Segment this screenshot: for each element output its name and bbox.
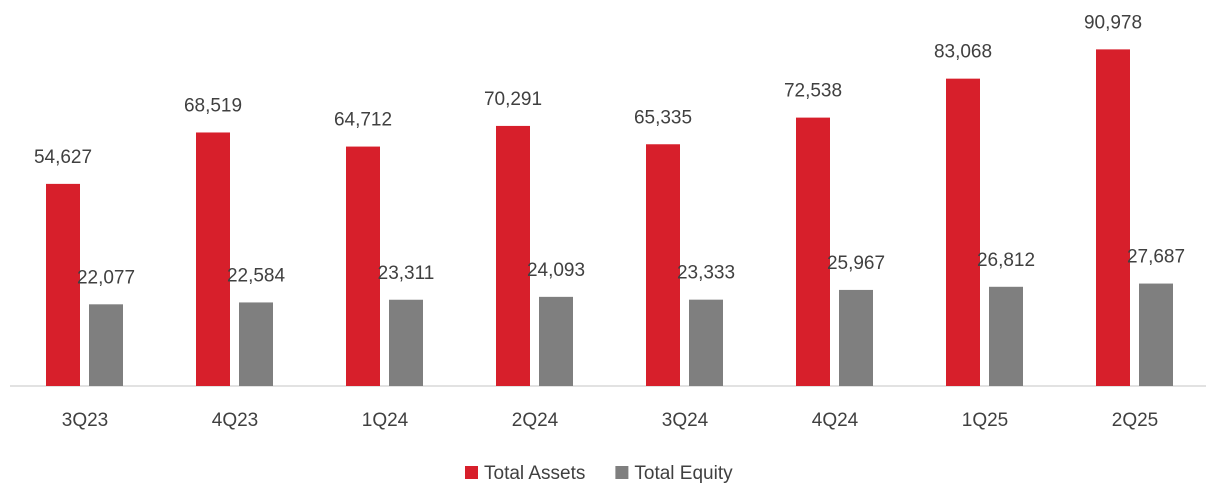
data-label: 23,333 bbox=[677, 263, 735, 284]
x-tick-label: 1Q25 bbox=[962, 410, 1008, 431]
data-label: 22,077 bbox=[77, 267, 135, 288]
data-label: 26,812 bbox=[977, 250, 1035, 271]
data-label: 25,967 bbox=[827, 253, 885, 274]
bar bbox=[1139, 283, 1173, 386]
bar bbox=[946, 78, 980, 386]
data-label: 68,519 bbox=[184, 95, 242, 116]
data-label: 90,978 bbox=[1084, 12, 1142, 33]
data-label: 65,335 bbox=[634, 107, 692, 128]
data-label: 27,687 bbox=[1127, 247, 1185, 268]
data-label: 72,538 bbox=[784, 81, 842, 102]
x-tick-label: 3Q24 bbox=[662, 410, 709, 431]
data-label: 24,093 bbox=[527, 260, 585, 281]
bar bbox=[89, 304, 123, 386]
bar bbox=[46, 183, 80, 386]
bar bbox=[496, 125, 530, 386]
x-tick-label: 4Q23 bbox=[212, 410, 258, 431]
bar bbox=[389, 299, 423, 386]
bar bbox=[1096, 49, 1130, 386]
data-label: 70,291 bbox=[484, 89, 542, 110]
legend-swatch bbox=[465, 466, 478, 479]
bar bbox=[346, 146, 380, 386]
x-tick-label: 2Q24 bbox=[512, 410, 559, 431]
data-label: 23,311 bbox=[378, 263, 435, 284]
x-tick-label: 4Q24 bbox=[812, 410, 859, 431]
x-tick-label: 2Q25 bbox=[1112, 410, 1158, 431]
x-tick-label: 3Q23 bbox=[62, 410, 108, 431]
data-label: 22,584 bbox=[227, 265, 286, 286]
bar bbox=[989, 286, 1023, 386]
bar bbox=[646, 144, 680, 386]
data-label: 54,627 bbox=[34, 147, 92, 168]
bar bbox=[539, 296, 573, 386]
legend-swatch bbox=[615, 466, 629, 479]
data-label: 83,068 bbox=[934, 42, 992, 63]
bar bbox=[796, 117, 830, 386]
x-tick-label: 1Q24 bbox=[362, 410, 409, 431]
bar bbox=[839, 289, 873, 386]
bar bbox=[689, 299, 723, 386]
legend-label: Total Assets bbox=[484, 463, 585, 484]
bar bbox=[239, 302, 273, 386]
bar bbox=[196, 132, 230, 386]
data-label: 64,712 bbox=[334, 110, 392, 131]
legend-label: Total Equity bbox=[634, 463, 733, 484]
